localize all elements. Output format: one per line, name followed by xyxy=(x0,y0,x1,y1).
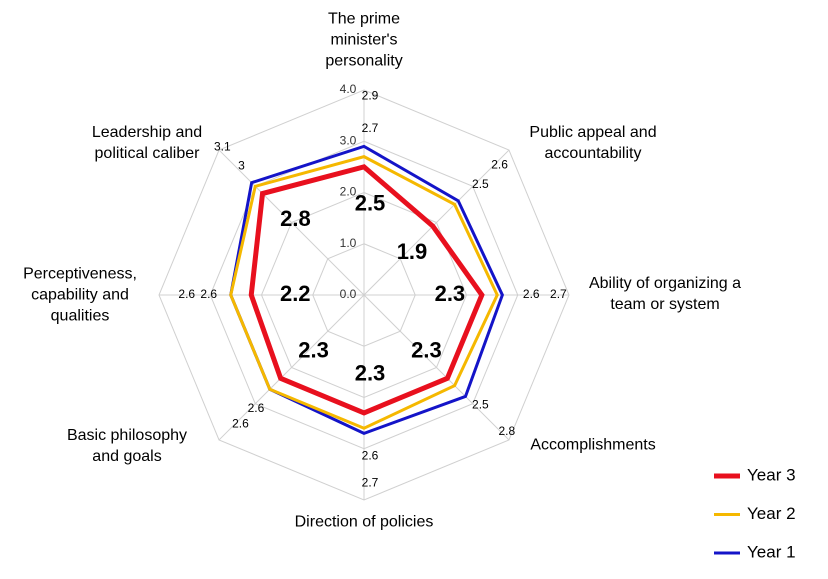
data-label: 2.3 xyxy=(411,337,442,362)
data-label: 3.1 xyxy=(214,139,231,153)
spoke xyxy=(363,149,510,296)
series-line xyxy=(229,144,504,435)
data-label: 2.3 xyxy=(355,361,386,386)
legend-label: Year 1 xyxy=(747,542,796,561)
data-label: 2.6 xyxy=(248,401,265,415)
data-label: 2.9 xyxy=(362,89,379,103)
category-label: Basic philosophy and goals xyxy=(66,427,188,465)
data-label: 3 xyxy=(238,159,245,173)
data-label: 2.6 xyxy=(523,287,540,301)
data-label: 2.6 xyxy=(178,287,195,301)
category-label: Direction of policies xyxy=(294,513,434,531)
category-label: Public appeal and accountability xyxy=(529,124,657,162)
r-tick-label: 0.0 xyxy=(340,287,357,301)
data-label: 2.8 xyxy=(498,424,515,438)
data-label: 2.5 xyxy=(472,398,489,412)
category-label: The prime minister's personality xyxy=(325,10,403,70)
data-label: 2.6 xyxy=(362,448,379,462)
spoke xyxy=(363,294,510,441)
category-label: Perceptiveness, capability and qualities xyxy=(23,265,137,325)
legend-label: Year 2 xyxy=(747,504,796,523)
category-label: Ability of organizing a team or system xyxy=(588,275,742,313)
data-label: 2.7 xyxy=(550,287,567,301)
series-line xyxy=(248,164,485,416)
data-label: 2.3 xyxy=(298,337,329,362)
data-label: 2.7 xyxy=(362,476,379,490)
series-line xyxy=(229,155,499,430)
data-label: 2.6 xyxy=(232,417,249,431)
data-label: 2.5 xyxy=(472,177,489,191)
data-label: 2.5 xyxy=(355,191,386,216)
data-label: 2.6 xyxy=(200,287,217,301)
data-label: 2.6 xyxy=(491,158,508,172)
data-label: 2.3 xyxy=(435,281,466,306)
category-label: Accomplishments xyxy=(530,436,656,454)
r-tick-label: 4.0 xyxy=(340,82,357,96)
legend-label: Year 3 xyxy=(747,465,796,484)
data-label: 2.2 xyxy=(280,281,311,306)
category-label: Leadership and political caliber xyxy=(91,124,203,162)
r-tick-label: 2.0 xyxy=(340,185,357,199)
r-tick-label: 3.0 xyxy=(340,133,357,147)
data-label: 1.9 xyxy=(397,239,428,264)
r-tick-label: 1.0 xyxy=(340,236,357,250)
spoke xyxy=(218,294,365,441)
spoke xyxy=(218,149,365,296)
data-label: 2.7 xyxy=(362,121,379,135)
data-label: 2.8 xyxy=(280,206,311,231)
